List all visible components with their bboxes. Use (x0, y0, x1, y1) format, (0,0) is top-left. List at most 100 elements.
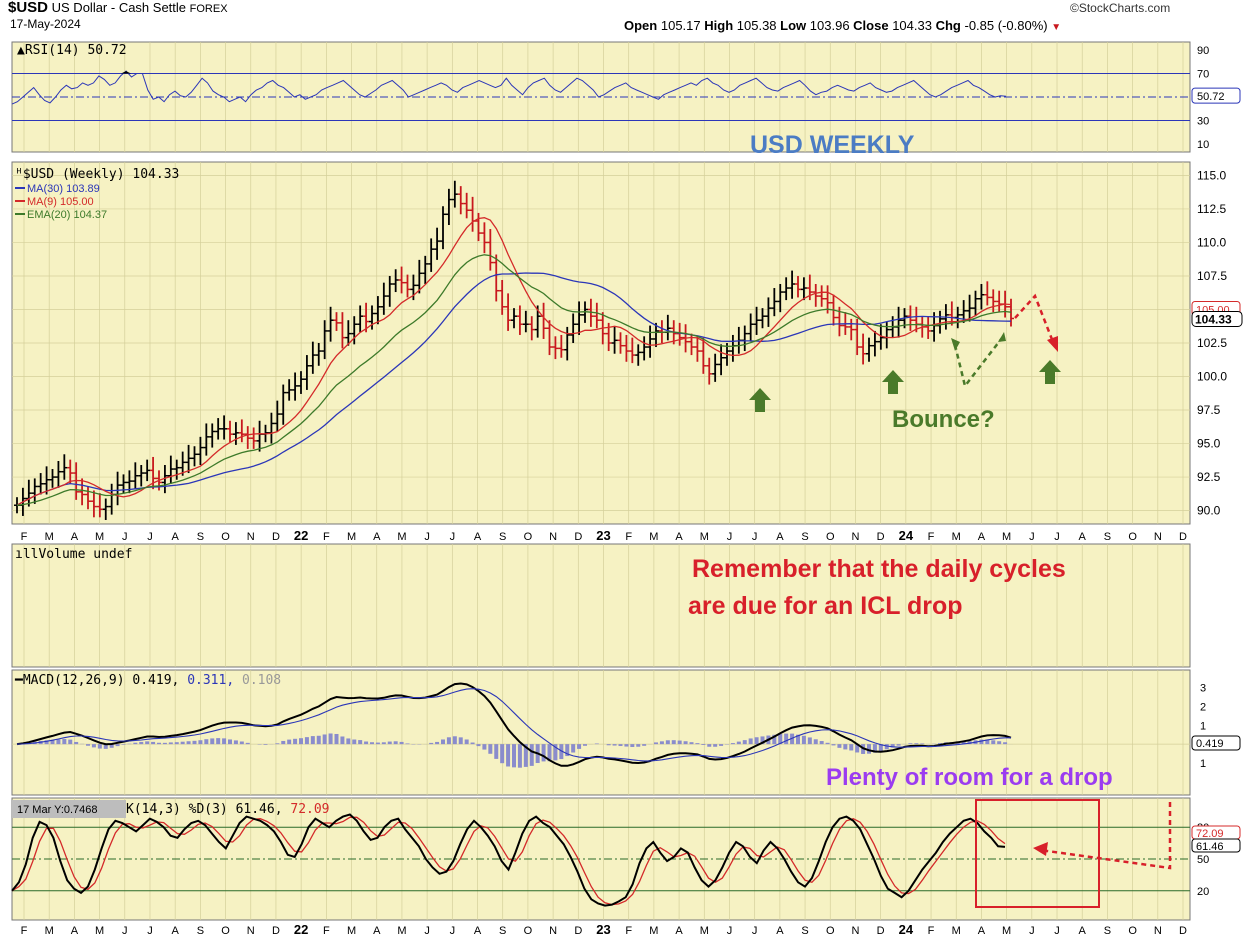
chart-header: $USD US Dollar - Cash Settle FOREX (8, 0, 228, 16)
macd-signal-line (16, 688, 1011, 762)
macd-hist-bar (991, 740, 996, 745)
x-tick-label-top: F (323, 531, 330, 543)
macd-hist-bar (405, 743, 410, 745)
macd-hist-bar (784, 733, 789, 745)
x-tick-label-bottom: N (851, 925, 859, 936)
green-up-arrow-icon (749, 388, 771, 412)
macd-hist-bar (233, 740, 238, 745)
rsi-legend: ▲RSI(14) 50.72 (17, 43, 127, 58)
macd-hist-bar (228, 739, 232, 745)
macd-hist-bar (855, 744, 860, 753)
x-tick-label-top: J (147, 531, 153, 543)
x-tick-label-bottom: A (776, 925, 784, 936)
macd-hist-bar (222, 738, 227, 745)
macd-hist-bar (109, 744, 114, 748)
macd-hist-bar (482, 744, 487, 750)
x-tick-label-top: M (700, 531, 709, 543)
x-tick-label-top: D (272, 531, 280, 543)
x-tick-label-top: F (21, 531, 28, 543)
price-y-tick: 92.5 (1197, 470, 1221, 484)
macd-hist-bar (364, 741, 369, 745)
macd-hist-bar (683, 741, 688, 745)
macd-hist-bar (151, 741, 156, 745)
macd-hist-bar (210, 738, 215, 745)
grid-lines (12, 42, 1190, 920)
macd-hist-bar (470, 742, 475, 745)
pointer-dashed-path (1039, 802, 1172, 870)
macd-hist-bar (464, 739, 469, 745)
x-tick-label-bottom: 22 (294, 922, 308, 936)
macd-hist-bar (677, 740, 682, 745)
chart-labels: F F M M A A M M J J J J A A S S O O N N D D 22 22 F F M M A A M M J J J J A A… (12, 43, 1243, 936)
x-tick-label-bottom: M (397, 925, 406, 936)
x-tick-label-top: A (776, 531, 784, 543)
x-tick-label-bottom: N (549, 925, 557, 936)
macd-hist-bar (878, 744, 883, 752)
macd-hist-bar (50, 739, 55, 745)
sto-d-line (11, 816, 1006, 906)
x-tick-label-bottom: J (1029, 925, 1035, 936)
x-tick-label-bottom: M (45, 925, 54, 936)
macd-hist-bar (671, 740, 676, 745)
annotations: USD WEEKLY Bounce? Remember that the daily… (688, 131, 1172, 908)
macd-hist-bar (340, 736, 345, 745)
macd-hist-bar (659, 741, 664, 745)
x-tick-label-top: M (45, 531, 54, 543)
macd-hist-bar (56, 739, 61, 745)
macd-hist-bar (304, 737, 309, 745)
macd-hist-bar (736, 741, 741, 745)
open-label: Open (624, 18, 658, 33)
x-tick-label-bottom: F (928, 925, 935, 936)
macd-hist-bar (612, 744, 617, 746)
x-tick-label-bottom: J (424, 925, 430, 936)
macd-hist-bar (381, 742, 386, 745)
x-tick-label-bottom: D (272, 925, 280, 936)
price-y-tick: 112.5 (1197, 202, 1226, 216)
macd-hist-bar (500, 744, 505, 764)
macd-hist-bar (512, 744, 516, 768)
macd-hist-bar (801, 735, 806, 745)
x-tick-label-top: D (574, 531, 582, 543)
x-tick-label-bottom: M (649, 925, 658, 936)
macd-line (16, 682, 1012, 767)
macd-hist-bar (91, 744, 96, 748)
x-tick-label-top: A (1079, 531, 1087, 543)
rsi-overbought-fill (121, 71, 132, 74)
macd-hist-bar (399, 741, 404, 745)
x-tick-label-bottom: M (1002, 925, 1011, 936)
macd-hist-bar (435, 741, 440, 745)
x-tick-label-bottom: D (574, 925, 582, 936)
x-tick-label-bottom: F (625, 925, 632, 936)
macd-hist-bar (760, 736, 765, 745)
macd-hist-bar (695, 743, 700, 745)
ma-legend-label: MA(9) 105.00 (27, 196, 94, 208)
macd-hist-bar (103, 744, 108, 749)
macd-hist-bar (896, 744, 901, 746)
macd-hist-bar (121, 744, 126, 745)
macd-hist-bar (446, 737, 451, 745)
x-tick-label-top: J (727, 531, 733, 543)
macd-hist-bar (494, 744, 499, 759)
bounce-arrowhead-icon (951, 338, 960, 351)
macd-hist-bar (997, 741, 1002, 745)
macd-hist-bar (541, 744, 546, 762)
macd-hist-bar (198, 740, 203, 745)
macd-hist-bar (1003, 742, 1008, 745)
x-tick-label-bottom: O (221, 925, 230, 936)
low-value: 103.96 (809, 18, 850, 33)
macd-hist-bar (174, 742, 179, 745)
rsi-y-tick: 30 (1197, 116, 1209, 128)
macd-hist-bar (328, 733, 333, 745)
price-y-tick: 115.0 (1197, 168, 1226, 182)
x-tick-label-bottom: J (1054, 925, 1060, 936)
macd-hist-bar (115, 744, 120, 747)
x-tick-label-top: A (675, 531, 683, 543)
x-tick-label-bottom: 23 (596, 922, 610, 936)
macd-hist-bar (624, 744, 629, 747)
price-y-tick: 110.0 (1197, 235, 1226, 249)
sto-y-tick: 50 (1197, 854, 1209, 866)
x-tick-label-bottom: S (499, 925, 506, 936)
macd-hist-bar (86, 744, 90, 746)
x-tick-label-top: A (373, 531, 381, 543)
